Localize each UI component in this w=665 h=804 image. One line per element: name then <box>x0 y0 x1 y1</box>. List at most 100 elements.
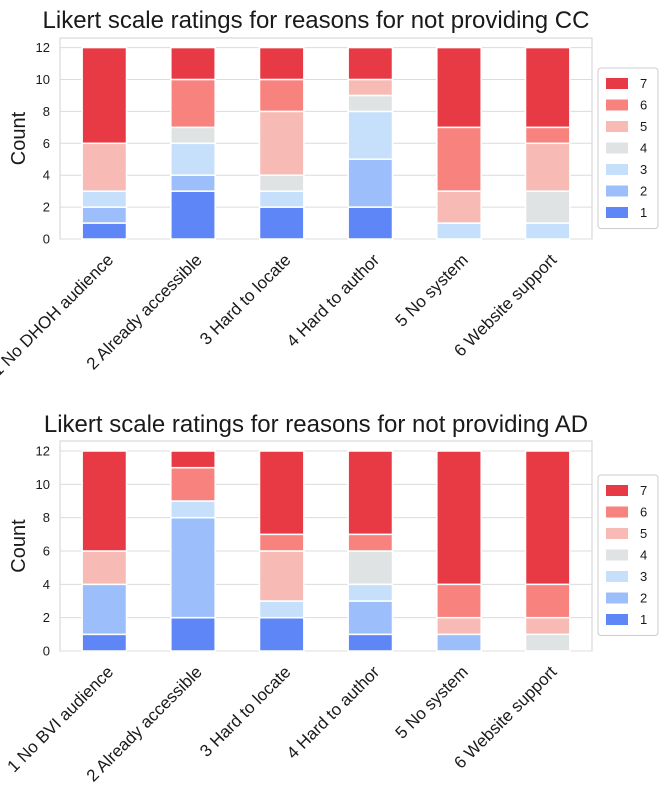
bar-segment <box>436 616 482 636</box>
bar-segment <box>258 174 305 192</box>
bar-segment <box>81 550 128 586</box>
bar-segment <box>170 126 216 145</box>
legend-swatch <box>606 164 628 175</box>
bar-segment <box>258 550 305 602</box>
x-tick-label: 4 Hard to author <box>283 250 384 351</box>
bar-segment <box>81 142 128 192</box>
bar-segment <box>81 222 128 240</box>
bar-segment <box>258 616 305 652</box>
y-tick-label: 12 <box>36 444 50 459</box>
legend-label: 2 <box>640 591 647 606</box>
y-tick-label: 2 <box>43 200 50 215</box>
bar-segment <box>81 583 128 636</box>
legend: 7 6 5 4 3 2 1 <box>597 474 659 636</box>
legend-swatch <box>606 485 628 496</box>
bar-segment <box>258 600 305 619</box>
x-tick-label: 5 No system <box>392 662 472 742</box>
x-tick-label: 3 Hard to locate <box>196 250 294 348</box>
bar-segment <box>436 46 482 129</box>
y-tick-label: 6 <box>43 544 50 559</box>
bar-segment <box>258 46 305 81</box>
bar-segment <box>81 46 128 145</box>
bar-segment <box>258 206 305 240</box>
bar-segment <box>524 583 571 619</box>
bar-segment <box>170 174 216 192</box>
bar-segment <box>170 516 216 619</box>
bar-segment <box>81 450 128 552</box>
bar-segment <box>524 190 571 224</box>
y-tick-label: 12 <box>36 40 50 55</box>
legend-label: 6 <box>640 505 647 520</box>
y-tick-label: 4 <box>43 168 50 183</box>
legend-label: 7 <box>640 483 647 498</box>
legend-label: 4 <box>640 141 647 156</box>
bar-segment <box>258 190 305 208</box>
legend-swatch <box>606 185 628 197</box>
y-axis-label: Count <box>8 111 30 165</box>
legend-swatch <box>606 142 628 154</box>
bar-segment <box>436 450 482 586</box>
legend-label: 5 <box>640 119 647 134</box>
bar-segment <box>258 533 305 552</box>
bar-segment <box>347 533 394 552</box>
y-tick-label: 6 <box>43 136 50 151</box>
bar-segment <box>170 500 216 519</box>
bar-segment <box>524 633 571 652</box>
legend-label: 6 <box>640 98 647 113</box>
bar-segment <box>170 450 216 469</box>
bar-segment <box>524 222 571 240</box>
bar-segment <box>347 94 394 113</box>
bar-segment <box>524 142 571 192</box>
bar-segment <box>436 583 482 619</box>
x-tick-label: 5 No system <box>392 250 472 330</box>
legend-label: 4 <box>640 548 647 563</box>
bar-segment <box>81 190 128 208</box>
bar-segment <box>347 206 394 240</box>
chart-title: Likert scale ratings for reasons for not… <box>44 411 588 438</box>
bar-segment <box>347 550 394 586</box>
legend-swatch <box>606 121 628 132</box>
bar-segment <box>524 616 571 636</box>
legend-swatch <box>606 78 628 89</box>
bar-segment <box>347 633 394 652</box>
legend-swatch <box>606 614 628 625</box>
legend-label: 2 <box>640 184 647 199</box>
legend-swatch <box>606 207 628 218</box>
bar-segment <box>81 633 128 652</box>
bar-segment <box>170 78 216 129</box>
y-tick-label: 8 <box>43 104 50 119</box>
bar-segment <box>258 110 305 176</box>
chart-title: Likert scale ratings for reasons for not… <box>43 7 590 34</box>
legend-label: 5 <box>640 526 647 541</box>
bar-segment <box>436 126 482 192</box>
bar-segment <box>347 158 394 208</box>
bar-segment <box>170 466 216 502</box>
legend: 7 6 5 4 3 2 1 <box>597 67 659 229</box>
legend-swatch <box>606 549 628 561</box>
plot-frame <box>59 37 593 240</box>
bar-segment <box>347 450 394 536</box>
legend-swatch <box>606 99 628 111</box>
bar-segment <box>258 78 305 113</box>
y-tick-label: 4 <box>43 577 50 592</box>
bar-segment <box>258 450 305 536</box>
y-tick-label: 10 <box>36 72 50 87</box>
bar-segment <box>170 46 216 81</box>
y-tick-label: 8 <box>43 510 50 525</box>
bar-segment <box>170 142 216 176</box>
bar-segment <box>436 190 482 224</box>
x-tick-label: 4 Hard to author <box>283 662 384 763</box>
y-tick-label: 10 <box>36 477 50 492</box>
bar-segment <box>436 633 482 652</box>
legend-label: 7 <box>640 76 647 91</box>
y-tick-label: 0 <box>43 232 50 247</box>
legend-label: 3 <box>640 162 647 177</box>
bar-segment <box>347 583 394 602</box>
y-tick-label: 0 <box>43 644 50 659</box>
bar-segment <box>524 450 571 586</box>
chart-ad: Likert scale ratings for reasons for not… <box>3 411 659 785</box>
bar-segment <box>170 190 216 240</box>
y-tick-label: 2 <box>43 610 50 625</box>
legend-swatch <box>606 506 628 518</box>
